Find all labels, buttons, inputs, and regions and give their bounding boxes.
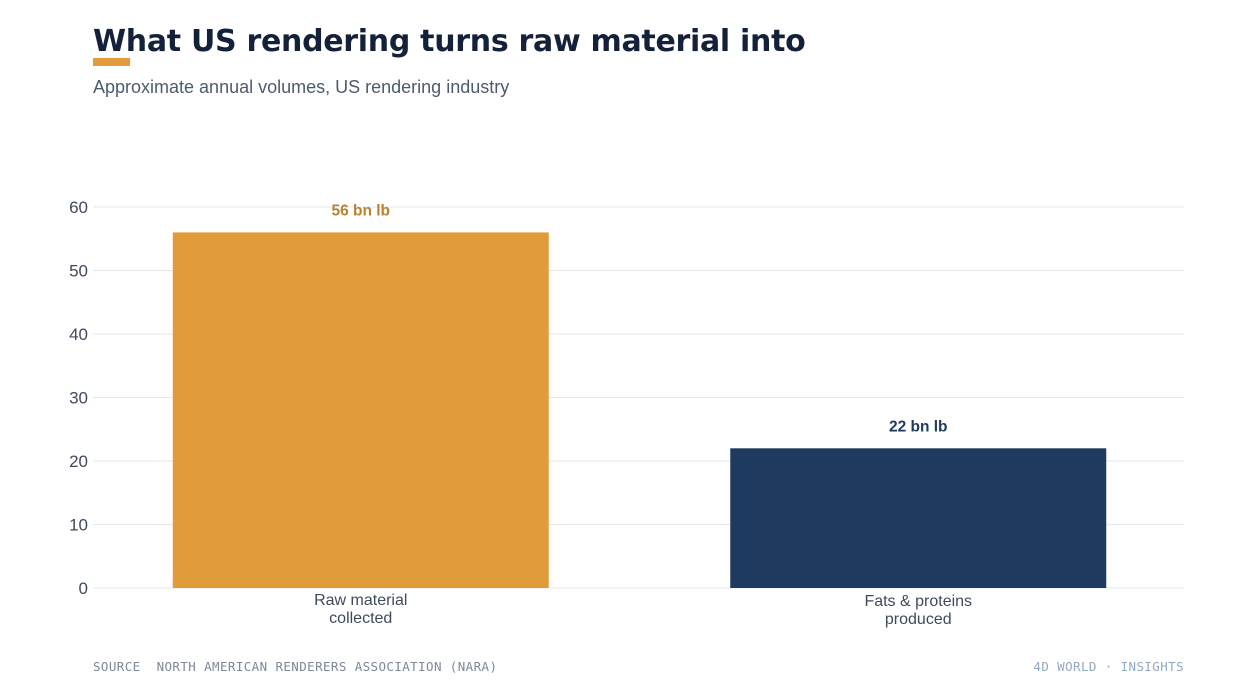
bar-value-label: 22 bn lb xyxy=(889,418,948,435)
title-accent-bar xyxy=(93,58,130,66)
category-label: Raw material collected xyxy=(314,592,407,627)
bar-value-label: 56 bn lb xyxy=(331,202,390,219)
y-tick-label: 20 xyxy=(69,452,88,471)
y-tick-label: 50 xyxy=(69,262,88,281)
y-tick-label: 0 xyxy=(79,579,88,598)
value-labels: 56 bn lb 22 bn lb xyxy=(331,202,947,435)
y-tick-label: 30 xyxy=(69,389,88,408)
bar xyxy=(172,232,549,588)
bars xyxy=(172,232,1107,588)
category-labels: Raw material collected Fats & proteins prod… xyxy=(314,592,972,628)
category-label: Fats & proteins produced xyxy=(864,593,972,628)
y-tick-label: 10 xyxy=(69,516,88,535)
y-tick-label: 40 xyxy=(69,325,88,344)
y-axis-ticks: 0 10 20 30 40 50 60 xyxy=(69,198,88,598)
chart-title: What US rendering turns raw material int… xyxy=(93,24,806,59)
source-value: NORTH AMERICAN RENDERERS ASSOCIATION (NA… xyxy=(156,659,498,674)
chart-subtitle: Approximate annual volumes, US rendering… xyxy=(93,77,510,97)
brand-label: 4D WORLD · INSIGHTS xyxy=(1033,659,1184,674)
source-key: SOURCE xyxy=(93,659,141,674)
bar xyxy=(730,448,1107,588)
source-note: SOURCE NORTH AMERICAN RENDERERS ASSOCIATI… xyxy=(93,659,497,674)
y-tick-label: 60 xyxy=(69,198,88,217)
